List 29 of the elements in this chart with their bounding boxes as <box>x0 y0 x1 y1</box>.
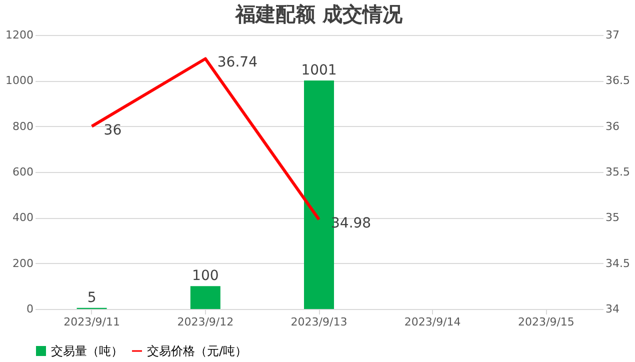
x-tick-label: 2023/9/12 <box>177 316 234 328</box>
data-label: 100 <box>192 268 219 284</box>
y-tick-label: 0 <box>26 302 34 316</box>
y-tick-label: 400 <box>12 211 34 224</box>
data-label: 36 <box>104 122 122 138</box>
y2-tick-label: 35.5 <box>606 166 630 178</box>
chart-title: 福建配额 成交情况 <box>234 2 404 26</box>
legend-label: 交易量（吨） <box>51 344 123 358</box>
y2-tick-label: 34 <box>606 302 620 316</box>
x-tick-label: 2023/9/14 <box>404 316 461 328</box>
y-tick-label: 1200 <box>6 28 34 42</box>
y2-tick-label: 35 <box>606 211 620 224</box>
y2-tick-label: 37 <box>606 28 620 42</box>
x-tick-label: 2023/9/15 <box>518 316 574 328</box>
y-tick-label: 200 <box>12 256 34 270</box>
bar <box>190 286 220 309</box>
legend-label: 交易价格（元/吨） <box>147 344 248 358</box>
data-label: 36.74 <box>217 54 258 71</box>
y2-tick-label: 34.5 <box>606 256 630 270</box>
bar <box>304 80 334 309</box>
y2-tick-label: 36.5 <box>606 74 630 88</box>
x-tick-label: 2023/9/11 <box>64 316 120 328</box>
y-tick-label: 600 <box>12 166 34 178</box>
y-tick-label: 800 <box>12 120 34 133</box>
x-tick-label: 2023/9/13 <box>290 316 348 328</box>
data-label: 5 <box>87 290 96 306</box>
data-label: 1001 <box>301 62 337 78</box>
y-tick-label: 1000 <box>6 74 34 88</box>
y2-tick-label: 36 <box>606 120 620 133</box>
